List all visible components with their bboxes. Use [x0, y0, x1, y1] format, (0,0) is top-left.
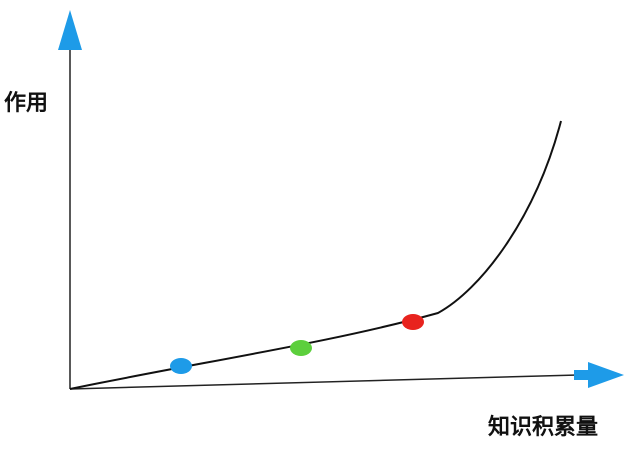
blue-marker — [170, 358, 192, 374]
red-marker — [402, 314, 424, 330]
x-axis-arrow-icon — [588, 362, 624, 388]
y-axis-arrow-icon — [58, 10, 82, 50]
x-axis-line — [69, 374, 579, 390]
y-axis — [58, 10, 82, 389]
x-axis — [69, 362, 624, 390]
green-marker — [290, 340, 312, 356]
growth-curve — [69, 120, 562, 390]
x-axis-label: 知识积累量 — [488, 414, 598, 440]
y-axis-label: 作用 — [4, 91, 48, 116]
x-axis-arrow-shaft — [574, 370, 590, 380]
